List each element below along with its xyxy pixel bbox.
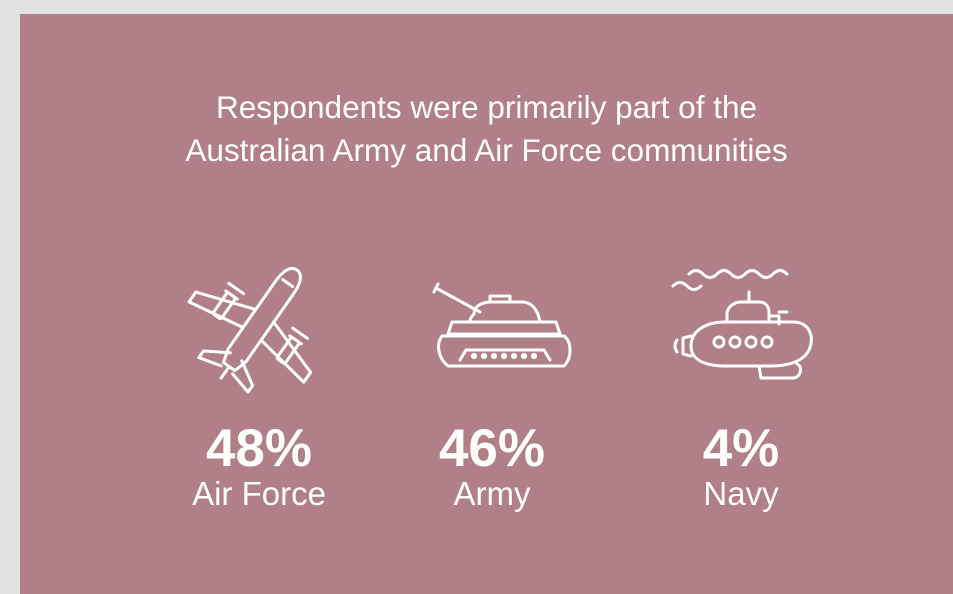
- stat-air-force: 48% Air Force: [159, 254, 359, 514]
- title-line-2: Australian Army and Air Force communitie…: [185, 132, 788, 168]
- navy-percent: 4%: [702, 419, 780, 478]
- air-force-percent: 48%: [205, 419, 313, 478]
- stat-army: 46% Army: [392, 254, 592, 514]
- tank-icon: [412, 254, 572, 394]
- submarine-icon: [661, 254, 821, 394]
- airplane-icon: [179, 254, 339, 394]
- air-force-label: Air Force: [192, 475, 326, 512]
- navy-label: Navy: [703, 475, 779, 512]
- infographic-title: Respondents were primarily part of the A…: [20, 86, 953, 172]
- army-label: Army: [453, 475, 531, 512]
- title-line-1: Respondents were primarily part of the: [215, 89, 757, 125]
- army-percent: 46%: [438, 419, 546, 478]
- stat-navy: 4% Navy: [641, 254, 841, 514]
- infographic-panel: Respondents were primarily part of the A…: [20, 14, 953, 594]
